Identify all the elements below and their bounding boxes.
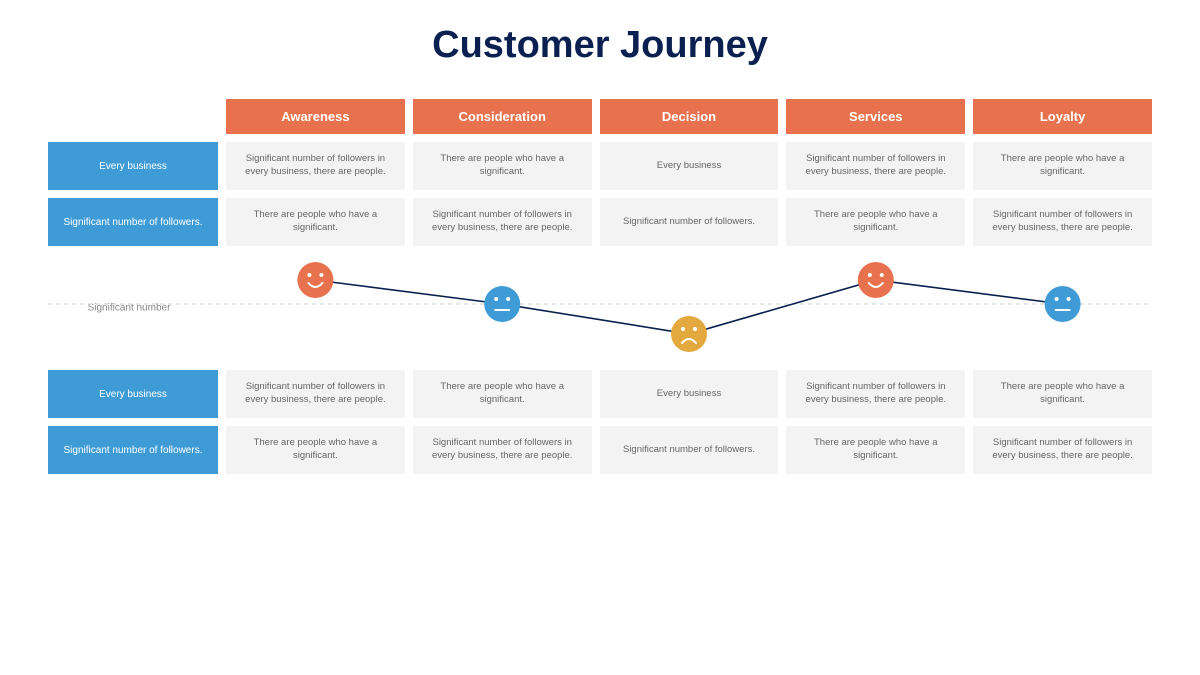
- row-label: Significant number of followers.: [48, 198, 218, 246]
- grid-cell: Significant number of followers in every…: [226, 370, 405, 418]
- grid-cell: Significant number of followers in every…: [226, 142, 405, 190]
- grid-cell: Every business: [600, 142, 779, 190]
- emotion-row: Significant number: [48, 258, 1152, 358]
- stage-header: Awareness: [226, 99, 405, 134]
- grid-cell: There are people who have a significant.: [413, 370, 592, 418]
- stage-header: Consideration: [413, 99, 592, 134]
- face-happy-icon: [858, 262, 894, 298]
- grid-cell: There are people who have a significant.: [413, 142, 592, 190]
- face-neutral-icon: [484, 286, 520, 322]
- stage-header: Decision: [600, 99, 779, 134]
- journey-grid: Awareness Consideration Decision Service…: [48, 99, 1152, 474]
- grid-cell: There are people who have a significant.: [973, 370, 1152, 418]
- stage-header: Loyalty: [973, 99, 1152, 134]
- grid-cell: There are people who have a significant.: [226, 426, 405, 474]
- page: Customer Journey Awareness Consideration…: [0, 0, 1200, 474]
- grid-cell: Significant number of followers.: [600, 198, 779, 246]
- grid-cell: Significant number of followers in every…: [973, 426, 1152, 474]
- grid-corner: [48, 99, 218, 134]
- grid-cell: There are people who have a significant.: [226, 198, 405, 246]
- grid-cell: Significant number of followers in every…: [786, 370, 965, 418]
- row-label: Every business: [48, 370, 218, 418]
- face-sad-icon: [671, 316, 707, 352]
- grid-cell: Significant number of followers in every…: [973, 198, 1152, 246]
- grid-cell: Significant number of followers in every…: [786, 142, 965, 190]
- stage-header: Services: [786, 99, 965, 134]
- grid-cell: Significant number of followers in every…: [413, 198, 592, 246]
- page-title: Customer Journey: [48, 24, 1152, 67]
- row-label: Every business: [48, 142, 218, 190]
- grid-cell: Significant number of followers in every…: [413, 426, 592, 474]
- face-happy-icon: [297, 262, 333, 298]
- grid-cell: There are people who have a significant.: [786, 426, 965, 474]
- grid-cell: There are people who have a significant.: [786, 198, 965, 246]
- face-neutral-icon: [1045, 286, 1081, 322]
- grid-cell: Every business: [600, 370, 779, 418]
- grid-cell: Significant number of followers.: [600, 426, 779, 474]
- emotion-chart: [226, 258, 1152, 358]
- row-label: Significant number of followers.: [48, 426, 218, 474]
- grid-cell: There are people who have a significant.: [973, 142, 1152, 190]
